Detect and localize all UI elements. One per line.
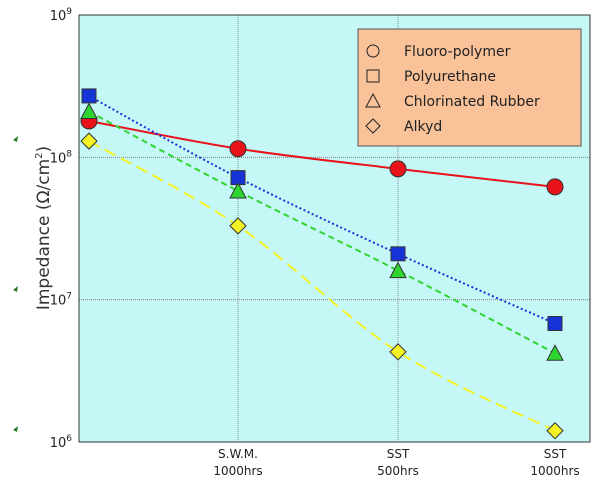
data-point-polyurethane [547,316,563,332]
y-axis-label-close: ) [34,146,54,153]
data-point-alkyd [546,422,564,440]
data-point-fluoro-polymer [546,178,564,196]
data-point-alkyd [229,217,247,235]
legend-box [357,28,582,147]
y-axis-ticks: 106 107 108 109 [50,7,73,451]
legend-marker-alkyd [365,118,381,134]
series-markers [80,88,564,440]
x-tick-label: SST [544,447,567,461]
series-line-fluoro-polymer [88,120,556,188]
x-tick-label: S.W.M. [218,447,258,461]
legend-marker-polyurethane [366,69,380,83]
x-axis-ticks: S.W.M. 1000hrs SST 500hrs SST 1000hrs [213,447,579,478]
x-tick-sublabel: 1000hrs [530,464,579,478]
series-line-alkyd [88,140,556,432]
legend-label-chlorinated-rubber: Chlorinated Rubber [404,94,540,110]
x-tick-sublabel: 500hrs [377,464,419,478]
legend-marker-chlorinated-rubber [365,92,381,108]
data-point-polyurethane [390,246,406,262]
legend: Fluoro-polymer Polyurethane Chlorinated Ru… [357,28,582,147]
stray-mark-3 [13,426,18,432]
legend-label-fluoro-polymer: Fluoro-polymer [404,44,511,60]
x-tick-sublabel: 1000hrs [213,464,262,478]
series-line-polyurethane [88,95,556,325]
legend-label-polyurethane: Polyurethane [404,69,496,85]
legend-label-alkyd: Alkyd [404,119,442,135]
data-point-chlorinated-rubber [80,102,98,119]
y-tick-label: 109 [50,7,73,24]
data-point-chlorinated-rubber [546,344,564,361]
y-axis-label-superscript: 2 [34,152,45,158]
y-tick-label: 108 [50,149,73,166]
data-point-alkyd [389,343,407,361]
legend-marker-fluoro-polymer [366,44,380,58]
data-point-alkyd [80,132,98,150]
y-axis-label: Impedance (Ω/cm2) [34,146,54,310]
stray-mark-2 [13,286,18,292]
y-tick-label: 107 [50,292,72,309]
stray-mark-1 [13,136,18,142]
y-tick-label: 106 [50,434,73,451]
x-tick-label: SST [387,447,410,461]
data-point-polyurethane [81,88,97,104]
data-point-fluoro-polymer [389,160,407,178]
data-point-chlorinated-rubber [389,261,407,279]
stray-marks [13,136,18,432]
data-point-fluoro-polymer [229,140,247,158]
series-line-chlorinated-rubber [88,110,556,355]
data-point-chlorinated-rubber [229,181,247,199]
plot-frame [78,14,591,443]
series-lines [88,95,556,432]
